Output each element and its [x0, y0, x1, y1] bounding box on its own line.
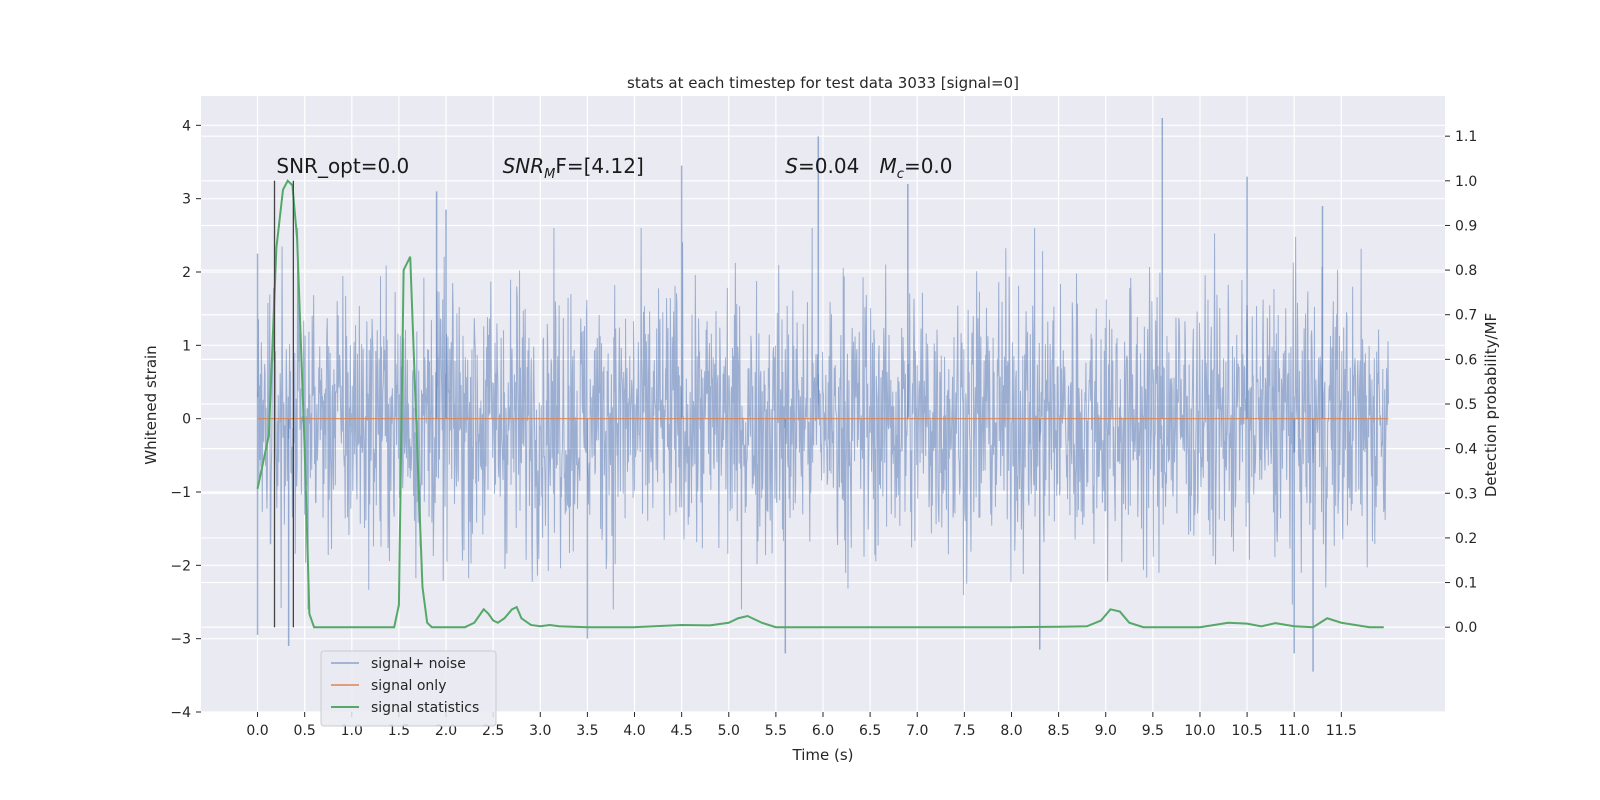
annotation-text: S=0.04 [785, 154, 859, 178]
x-axis-ticks: 0.0 0.5 1.0 1.5 2.0 2.5 3.0 3.5 4.0 4.5 5.0 5.5 6.0 6… [246, 712, 1357, 739]
x-tick-label: 8.0 [1000, 723, 1022, 739]
annotations: SNR_opt=0.0 SNRMF=[4.12] S=0.04 Mc=0.0 [276, 154, 952, 182]
y-tick-label: 0 [182, 412, 191, 428]
x-tick-label: 11.0 [1279, 723, 1310, 739]
y-tick-label: −2 [170, 558, 191, 574]
x-tick-label: 10.0 [1184, 723, 1215, 739]
y2-tick-label: 0.0 [1455, 620, 1477, 636]
y2-tick-label: 0.3 [1455, 486, 1477, 502]
legend-label: signal statistics [371, 700, 479, 716]
y2-tick-label: 1.0 [1455, 174, 1477, 190]
y2-axis-label: Detection probability/MF [1482, 313, 1500, 497]
y-tick-label: −4 [170, 705, 191, 721]
x-tick-label: 3.5 [576, 723, 598, 739]
x-tick-label: 2.0 [435, 723, 457, 739]
x-tick-label: 6.0 [812, 723, 834, 739]
chart-title: stats at each timestep for test data 303… [627, 74, 1019, 92]
x-tick-label: 9.5 [1142, 723, 1164, 739]
y-axis-label: Whitened strain [142, 345, 160, 464]
annotation-text: SNRMF=[4.12] [503, 154, 644, 182]
x-tick-label: 5.0 [718, 723, 740, 739]
y2-axis-ticks: 0.0 0.1 0.2 0.3 0.4 0.5 0.6 0.7 0.8 0.9 1.0 1.1 [1445, 129, 1477, 636]
x-tick-label: 2.5 [482, 723, 504, 739]
annotation-text: Mc=0.0 [880, 154, 953, 182]
x-tick-label: 7.0 [906, 723, 928, 739]
x-tick-label: 6.5 [859, 723, 881, 739]
x-tick-label: 4.0 [623, 723, 645, 739]
series-signal-noise [256, 118, 1389, 672]
legend-box [320, 650, 497, 727]
series-lines [256, 179, 1389, 629]
x-tick-label: 9.0 [1095, 723, 1117, 739]
x-tick-label: 4.5 [671, 723, 693, 739]
x-tick-label: 1.5 [388, 723, 410, 739]
y-tick-label: 4 [182, 118, 191, 134]
x-tick-label: 0.5 [294, 723, 316, 739]
y2-tick-label: 0.7 [1455, 308, 1477, 324]
y2-tick-label: 1.1 [1455, 129, 1477, 145]
annotation-text: SNR_opt=0.0 [276, 154, 409, 178]
y2-tick-label: 0.9 [1455, 218, 1477, 234]
y-tick-label: −1 [170, 485, 191, 501]
y2-tick-label: 0.4 [1455, 442, 1477, 458]
signal-statistics-line [256, 179, 1384, 629]
x-tick-label: 7.5 [953, 723, 975, 739]
x-tick-label: 10.5 [1232, 723, 1263, 739]
y-axis-ticks: −4 −3 −2 −1 0 1 2 3 4 [170, 118, 201, 721]
y2-tick-label: 0.1 [1455, 576, 1477, 592]
x-tick-label: 5.5 [765, 723, 787, 739]
y2-tick-label: 0.8 [1455, 263, 1477, 279]
y2-tick-label: 0.2 [1455, 531, 1477, 547]
x-tick-label: 8.5 [1047, 723, 1069, 739]
vertical-markers [273, 180, 295, 628]
legend-label: signal only [371, 678, 446, 694]
y-tick-label: 3 [182, 192, 191, 208]
x-tick-label: 1.0 [341, 723, 363, 739]
y-tick-label: −3 [170, 632, 191, 648]
x-tick-label: 3.0 [529, 723, 551, 739]
legend: signal+ noise signal only signal statistic… [320, 650, 497, 727]
y-tick-label: 1 [182, 338, 191, 354]
x-tick-label: 11.5 [1326, 723, 1357, 739]
y-tick-label: 2 [182, 265, 191, 281]
x-tick-label: 0.0 [246, 723, 268, 739]
y2-tick-label: 0.6 [1455, 352, 1477, 368]
legend-label: signal+ noise [371, 656, 466, 672]
y2-tick-label: 0.5 [1455, 397, 1477, 413]
x-axis-label: Time (s) [792, 746, 854, 764]
